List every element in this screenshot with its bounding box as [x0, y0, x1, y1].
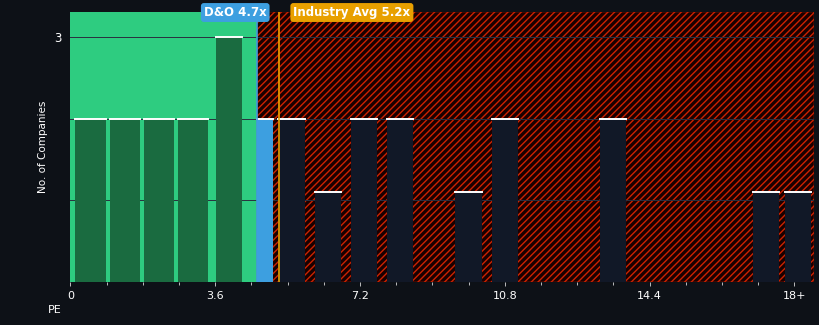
Bar [455, 192, 481, 282]
Bar [178, 119, 208, 282]
Text: D&O 4.7x: D&O 4.7x [204, 6, 266, 19]
Bar [785, 192, 811, 282]
Bar [752, 192, 778, 282]
Bar [216, 37, 242, 282]
Bar [387, 119, 413, 282]
Text: PE: PE [48, 305, 61, 315]
Text: Industry Avg 5.2x: Industry Avg 5.2x [293, 6, 410, 19]
Bar [278, 119, 304, 282]
Bar [600, 119, 626, 282]
Bar [351, 119, 377, 282]
Bar [257, 12, 279, 282]
Bar [314, 192, 341, 282]
Bar [75, 119, 106, 282]
Bar [279, 12, 813, 282]
Bar [70, 12, 257, 282]
Bar [491, 119, 517, 282]
Bar [143, 119, 174, 282]
Bar [257, 119, 273, 282]
Bar [257, 12, 279, 282]
Bar [279, 12, 813, 282]
Y-axis label: No. of Companies: No. of Companies [38, 101, 48, 193]
Bar [110, 119, 139, 282]
